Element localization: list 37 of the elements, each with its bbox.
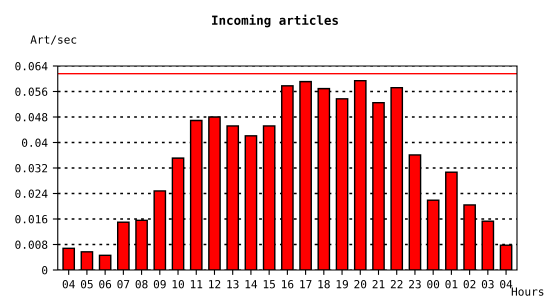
x-tick-label: 03 — [482, 280, 494, 288]
x-tick-label: 07 — [117, 280, 130, 288]
x-tick-label: 00 — [427, 280, 440, 288]
y-tick-label: 0.064 — [15, 62, 48, 70]
x-tick-label: 09 — [154, 280, 166, 288]
x-tick-label: 06 — [99, 280, 112, 288]
x-tick-label: 02 — [464, 280, 476, 288]
y-tick-label: 0.016 — [15, 215, 48, 224]
y-tick-label: 0.032 — [15, 164, 48, 172]
x-tick-label: 14 — [246, 280, 258, 288]
y-tick-label: 0.048 — [15, 113, 48, 122]
x-tick-label: 04 — [62, 280, 75, 288]
x-tick-label: 17 — [300, 280, 312, 288]
y-tick-label: 0.056 — [15, 88, 48, 96]
x-tick-label: 15 — [264, 280, 275, 288]
x-tick-label: 01 — [445, 280, 458, 288]
y-axis-title: Art/sec — [30, 35, 76, 45]
y-tick-label: 0 — [42, 266, 48, 274]
x-tick-label: 18 — [318, 280, 330, 288]
x-tick-label: 19 — [336, 280, 348, 288]
y-tick-label: 0.024 — [15, 190, 48, 198]
y-tick-label: 0.04 — [22, 138, 48, 147]
x-tick-label: 10 — [172, 280, 184, 288]
y-tick-label: 0.008 — [15, 240, 48, 249]
x-tick-label: 12 — [209, 280, 220, 288]
x-tick-label: 05 — [80, 280, 93, 288]
x-tick-label: 04 — [500, 280, 512, 288]
x-tick-label: 22 — [390, 280, 402, 288]
x-tick-label: 23 — [409, 280, 421, 288]
x-tick-label: 21 — [372, 280, 384, 288]
x-tick-label: 13 — [227, 280, 239, 288]
chart-title: Incoming articles — [212, 14, 338, 28]
x-tick-label: 08 — [136, 280, 148, 288]
x-tick-label: 20 — [354, 280, 366, 288]
x-tick-label: 11 — [190, 280, 202, 288]
x-tick-label: 16 — [282, 280, 294, 288]
x-axis-title: Hours — [512, 287, 544, 296]
